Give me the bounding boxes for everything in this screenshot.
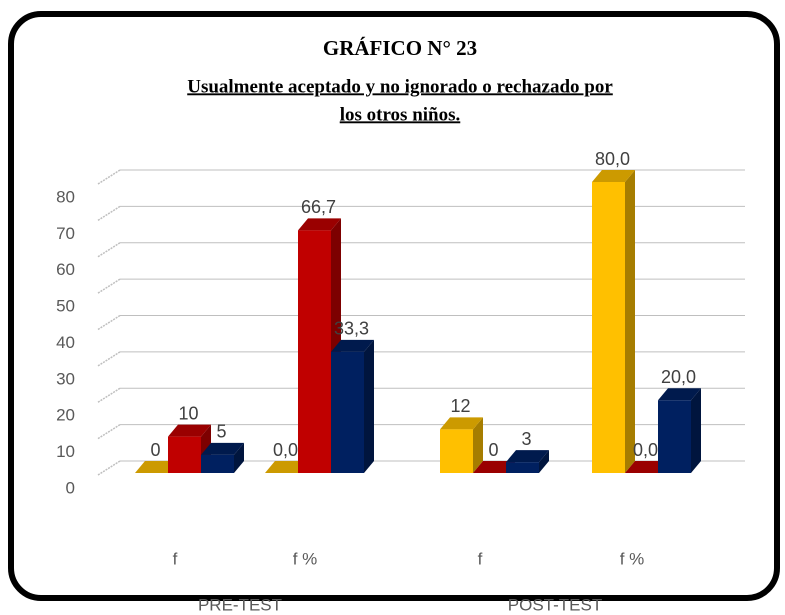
bar-side	[625, 170, 635, 473]
bar	[440, 417, 483, 473]
data-label: 12	[450, 396, 470, 416]
y-tick-label: 10	[56, 442, 75, 461]
bar	[331, 339, 374, 473]
data-label: 0	[150, 440, 160, 460]
bar-front	[201, 454, 234, 473]
bar-side	[364, 339, 374, 473]
bar-top	[506, 450, 549, 463]
bar	[201, 442, 244, 473]
y-tick-label: 60	[56, 260, 75, 279]
chart-subtitle: Usualmente aceptado y no ignorado o rech…	[187, 76, 613, 97]
bar	[625, 461, 668, 473]
bar-top	[592, 170, 635, 182]
bar-front	[658, 400, 691, 473]
data-label: 0,0	[273, 440, 298, 460]
y-tick-label: 50	[56, 297, 75, 316]
bar	[168, 424, 211, 473]
bar-top	[298, 218, 341, 231]
bar-top	[168, 424, 211, 437]
x-tick-label: f %	[293, 549, 318, 568]
data-label: 33,3	[334, 319, 369, 339]
x-tick-label: f	[173, 549, 178, 568]
bar	[473, 461, 516, 473]
data-label: 10	[178, 403, 198, 423]
chart-subtitle: los otros niños.	[340, 104, 461, 125]
y-tick-label: 20	[56, 406, 75, 425]
bar-side	[473, 417, 483, 473]
bar-front	[506, 462, 539, 473]
y-tick-label: 0	[66, 478, 75, 497]
grid-line	[97, 278, 121, 294]
bar	[506, 450, 549, 473]
y-tick-label: 30	[56, 369, 75, 388]
data-label: 5	[216, 422, 226, 442]
y-tick-label: 40	[56, 333, 75, 352]
grid-line	[97, 460, 121, 476]
grid-line	[97, 242, 121, 258]
bar-side	[234, 442, 244, 473]
grid-line	[97, 351, 121, 367]
data-label: 66,7	[301, 197, 336, 217]
bar-front	[168, 436, 201, 473]
y-tick-label: 70	[56, 224, 75, 243]
data-label: 80,0	[595, 149, 630, 169]
group-label: PRE-TEST	[198, 595, 282, 614]
bar	[135, 461, 178, 473]
chart-frame	[8, 11, 780, 601]
data-label: 20,0	[661, 367, 696, 387]
bar	[265, 461, 308, 473]
bar-top	[625, 461, 668, 473]
bar-front	[331, 351, 364, 473]
bar-top	[201, 442, 244, 455]
grid-line	[97, 169, 121, 185]
grid-line	[97, 314, 121, 331]
data-label: 3	[521, 429, 531, 449]
bar-top	[265, 461, 308, 473]
grid-line	[97, 423, 121, 440]
bar-front	[298, 230, 331, 473]
bar-top	[658, 388, 701, 401]
bar-front	[440, 429, 473, 473]
data-label: 0	[488, 440, 498, 460]
bar-top	[135, 461, 178, 473]
bar-top	[473, 461, 516, 473]
grid-line	[97, 205, 121, 222]
bar-front	[592, 182, 625, 473]
group-label: POST-TEST	[508, 595, 602, 614]
bar	[592, 170, 635, 473]
grid-line	[97, 387, 121, 403]
bar-top	[331, 339, 374, 352]
chart-title: GRÁFICO N° 23	[323, 36, 477, 60]
x-tick-label: f %	[620, 549, 645, 568]
x-tick-label: f	[478, 549, 483, 568]
bar-top	[440, 417, 483, 430]
bar	[658, 388, 701, 473]
bar-side	[539, 450, 549, 473]
bar-side	[691, 388, 701, 473]
data-label: 0,0	[633, 440, 658, 460]
y-tick-label: 80	[56, 187, 75, 206]
